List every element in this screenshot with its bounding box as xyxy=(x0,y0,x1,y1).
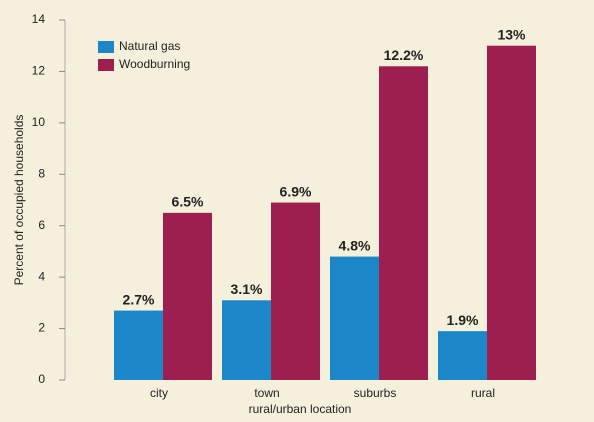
x-tick-label: suburbs xyxy=(354,386,397,400)
y-tick-label: 0 xyxy=(38,372,45,386)
y-tick-label: 6 xyxy=(38,218,45,232)
value-label: 13% xyxy=(497,26,526,42)
y-tick-label: 10 xyxy=(32,115,46,129)
bar xyxy=(330,256,379,380)
y-tick-label: 2 xyxy=(38,321,45,335)
y-tick-label: 14 xyxy=(32,12,46,26)
legend-swatch xyxy=(98,59,114,71)
bar xyxy=(222,300,271,380)
value-label: 6.5% xyxy=(172,194,204,210)
x-tick-label: city xyxy=(150,386,168,400)
value-label: 2.7% xyxy=(123,291,155,307)
bar xyxy=(271,202,320,380)
legend-label: Natural gas xyxy=(119,39,180,53)
x-axis-label: rural/urban location xyxy=(249,402,352,416)
bar xyxy=(438,331,487,380)
bar xyxy=(379,66,428,381)
bar xyxy=(114,310,163,380)
legend-swatch xyxy=(98,41,114,53)
value-label: 1.9% xyxy=(447,312,479,328)
value-label: 3.1% xyxy=(231,281,263,297)
bar xyxy=(487,45,536,380)
x-tick-label: rural xyxy=(471,386,495,400)
y-tick-label: 4 xyxy=(38,269,45,283)
value-label: 6.9% xyxy=(280,183,312,199)
value-label: 4.8% xyxy=(339,237,371,253)
y-tick-label: 8 xyxy=(38,166,45,180)
y-axis-label: Percent of occupied households xyxy=(12,115,26,286)
y-tick-label: 12 xyxy=(32,64,46,78)
bar xyxy=(163,212,212,380)
legend-label: Woodburning xyxy=(119,57,190,71)
value-label: 12.2% xyxy=(384,47,424,63)
x-tick-label: town xyxy=(254,386,279,400)
